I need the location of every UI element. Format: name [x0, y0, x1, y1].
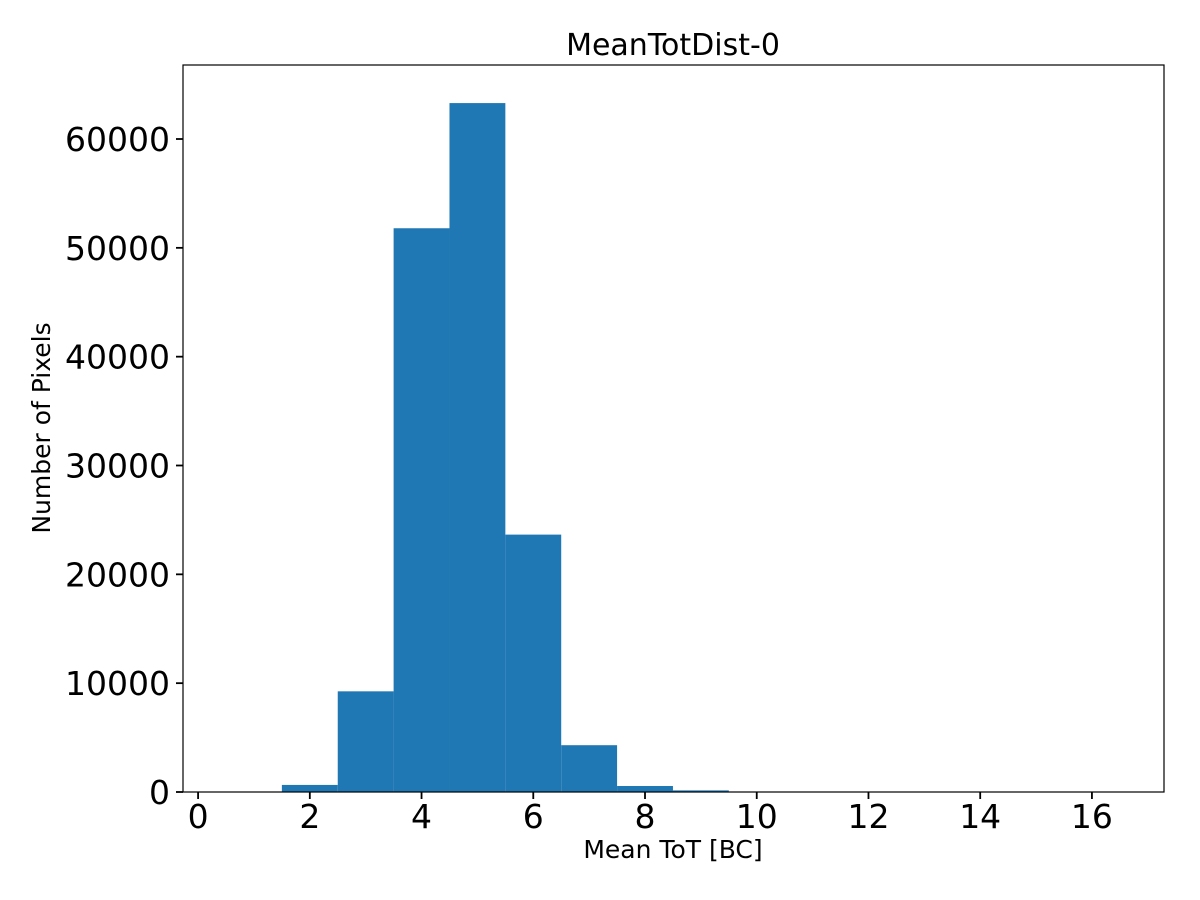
x-tick-label: 10 [736, 797, 778, 836]
x-tick-label: 8 [635, 797, 656, 836]
y-tick-label: 30000 [65, 447, 170, 486]
x-tick-label: 0 [188, 797, 209, 836]
y-tick-label: 40000 [65, 338, 170, 377]
histogram-bar [505, 534, 562, 792]
histogram-bar [449, 103, 506, 793]
x-tick-label: 12 [847, 797, 889, 836]
histogram-bar [672, 790, 729, 792]
histogram-bar [561, 745, 618, 792]
ticks-layer: 0 2 4 6 8 10 12 14 16 0 10000 20000 30000 40000 50000 6… [65, 120, 1113, 836]
plot-border [182, 64, 1165, 793]
histogram-bar [281, 784, 338, 792]
x-tick-label: 16 [1071, 797, 1113, 836]
histogram-bar [337, 691, 394, 792]
y-tick-label: 10000 [65, 664, 170, 703]
x-tick-label: 4 [411, 797, 432, 836]
chart-title: MeanTotDist-0 [566, 28, 780, 63]
y-tick-label: 50000 [65, 229, 170, 268]
y-tick-label: 20000 [65, 555, 170, 594]
y-tick-label: 60000 [65, 120, 170, 159]
x-tick-label: 14 [959, 797, 1001, 836]
y-axis-label: Number of Pixels [27, 322, 56, 533]
x-axis-label: Mean ToT [BC] [583, 835, 762, 864]
bars-layer [281, 103, 729, 793]
x-tick-label: 2 [299, 797, 320, 836]
x-tick-label: 6 [523, 797, 544, 836]
histogram-bar [617, 786, 673, 792]
histogram-bar [393, 228, 450, 792]
y-tick-label: 0 [149, 773, 170, 812]
